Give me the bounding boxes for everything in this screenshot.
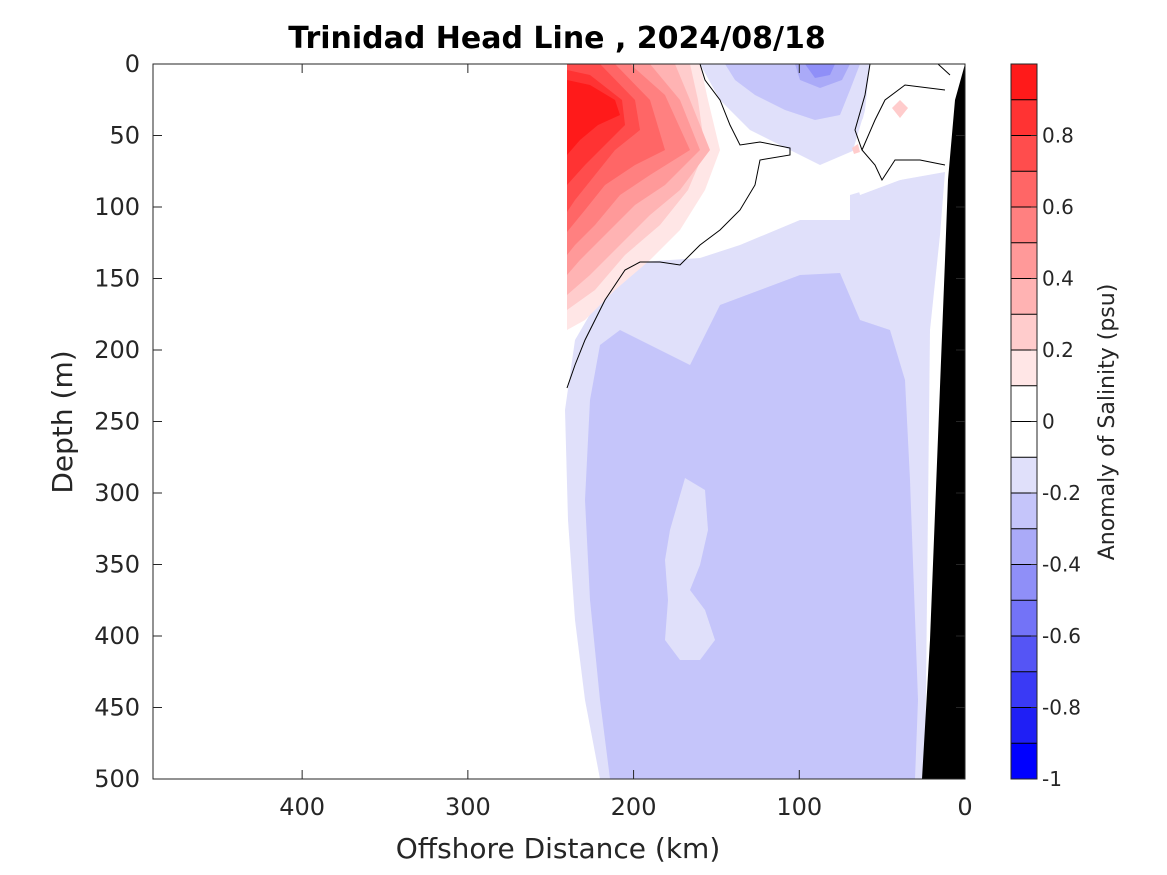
y-tick-label: 500 xyxy=(94,765,140,793)
bathymetry-seafloor xyxy=(922,64,965,779)
y-tick-label: 300 xyxy=(94,479,140,507)
colorbar-level xyxy=(1011,636,1037,672)
zero-contour-line-shore2 xyxy=(861,84,946,151)
colorbar-level xyxy=(1011,457,1037,493)
x-tick-label: 300 xyxy=(445,793,491,821)
y-tick-label: 450 xyxy=(94,694,140,722)
zero-contour-line-main xyxy=(566,63,791,389)
colorbar-level xyxy=(1011,743,1037,779)
contour-fill-pos-0.9 xyxy=(567,80,620,155)
contour-fill-pos-shore-dot2 xyxy=(852,144,860,154)
zero-contour-line-corner xyxy=(937,63,951,76)
colorbar-level xyxy=(1011,493,1037,529)
x-tick-label: 100 xyxy=(776,793,822,821)
x-axis-title: Offshore Distance (km) xyxy=(396,832,721,865)
y-tick-label: 250 xyxy=(94,408,140,436)
plot-area xyxy=(152,63,966,780)
colorbar-tick-label: -0.4 xyxy=(1042,553,1081,577)
x-tick-label: 400 xyxy=(279,793,325,821)
colorbar-level xyxy=(1011,64,1037,100)
colorbar-level xyxy=(1011,278,1037,315)
colorbar-tick-label: 0.8 xyxy=(1042,124,1074,148)
y-tick-label: 400 xyxy=(94,622,140,650)
y-tick-label: 50 xyxy=(109,122,140,150)
colorbar-level xyxy=(1011,135,1037,172)
colorbar-tick-label: 0 xyxy=(1042,410,1055,434)
colorbar-level xyxy=(1011,528,1037,565)
colorbar-level xyxy=(1011,350,1037,386)
zero-contour-line-shore xyxy=(854,63,946,182)
chart-title: Trinidad Head Line , 2024/08/18 xyxy=(288,21,825,56)
contour-fill-near-zero-shore xyxy=(850,75,945,195)
x-axis: 400 300 200 100 0 xyxy=(279,64,973,821)
x-tick-label: 200 xyxy=(611,793,657,821)
colorbar-level xyxy=(1011,171,1037,207)
colorbar-level xyxy=(1011,564,1037,601)
y-axis-title: Depth (m) xyxy=(46,350,79,493)
colorbar-tick-label: -0.6 xyxy=(1042,624,1081,648)
colorbar-tick-label: 0.6 xyxy=(1042,195,1074,219)
contour-island-light xyxy=(665,478,715,660)
y-tick-label: 100 xyxy=(94,193,140,221)
colorbar-level xyxy=(1011,421,1037,458)
y-tick-label: 150 xyxy=(94,265,140,293)
colorbar-tick-label: -0.8 xyxy=(1042,696,1081,720)
colorbar-tick-label: -1 xyxy=(1042,767,1062,791)
contour-fill-neg-0.2 xyxy=(585,273,918,779)
colorbar-tick-label: 0.2 xyxy=(1042,338,1074,362)
y-tick-label: 200 xyxy=(94,336,140,364)
colorbar-level xyxy=(1011,99,1037,136)
colorbar-level xyxy=(1011,207,1037,243)
colorbar-title: Anomaly of Salinity (psu) xyxy=(1095,284,1120,561)
contour-fill-pos-shore-dot xyxy=(892,100,908,118)
colorbar-level xyxy=(1011,671,1037,708)
y-axis: 0 50 100 150 200 250 300 350 400 450 500 xyxy=(94,50,965,793)
y-tick-label: 350 xyxy=(94,551,140,579)
x-tick-label: 0 xyxy=(957,793,972,821)
colorbar-level xyxy=(1011,707,1037,744)
colorbar-level xyxy=(1011,242,1037,279)
colorbar: 0.8 0.6 0.4 0.2 0 -0.2 -0.4 -0.6 -0.8 -1 xyxy=(1010,63,1081,791)
colorbar-tick-label: -0.2 xyxy=(1042,481,1081,505)
contour-fill-neg-top-core xyxy=(805,64,835,78)
colorbar-level xyxy=(1011,600,1037,636)
colorbar-level xyxy=(1011,385,1037,422)
colorbar-level xyxy=(1011,314,1037,350)
y-tick-label: 0 xyxy=(125,50,140,78)
colorbar-tick-label: 0.4 xyxy=(1042,267,1074,291)
